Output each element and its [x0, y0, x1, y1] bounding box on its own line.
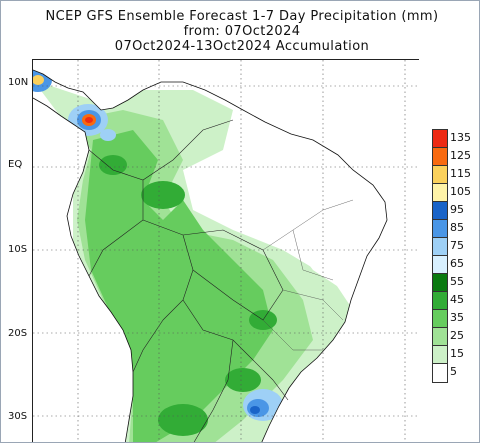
- legend-label: 135: [450, 131, 471, 144]
- legend-swatch: [433, 166, 447, 184]
- map-plot-area: [32, 59, 419, 442]
- legend-swatch: [433, 346, 447, 364]
- legend-swatch: [433, 310, 447, 328]
- legend-swatch: [433, 130, 447, 148]
- legend-label: 95: [450, 203, 464, 216]
- legend-swatch: [433, 148, 447, 166]
- legend-swatch: [433, 328, 447, 346]
- coastline: [33, 69, 388, 442]
- state-borders: [262, 199, 354, 351]
- map-subtitle-period: 07Oct2024-13Oct2024 Accumulation: [114, 39, 370, 54]
- lat-label-20s: 20S: [8, 328, 28, 339]
- lat-label-10n: 10N: [8, 77, 29, 88]
- legend-label: 25: [450, 329, 464, 342]
- legend-label: 5: [450, 365, 457, 378]
- legend-label: 65: [450, 257, 464, 270]
- legend-swatch: [433, 184, 447, 202]
- legend-swatch: [433, 238, 447, 256]
- legend-swatch: [433, 256, 447, 274]
- lat-label-30s: 30S: [8, 411, 28, 422]
- map-title: NCEP GFS Ensemble Forecast 1-7 Day Preci…: [45, 9, 439, 24]
- legend-label: 35: [450, 311, 464, 324]
- legend-label: 85: [450, 221, 464, 234]
- precip-shading: [33, 70, 385, 442]
- legend-swatch: [433, 202, 447, 220]
- legend-label: 55: [450, 275, 464, 288]
- legend-swatch: [433, 274, 447, 292]
- country-borders: [88, 119, 289, 442]
- lat-label-eq: EQ: [8, 159, 23, 170]
- lat-label-10s: 10S: [8, 244, 28, 255]
- legend-swatch: [433, 364, 447, 382]
- legend-label: 75: [450, 239, 464, 252]
- legend-label: 125: [450, 149, 471, 162]
- lat-lon-grid: [33, 60, 419, 442]
- legend-swatch: [433, 220, 447, 238]
- precip-legend: [432, 129, 448, 383]
- legend-swatch: [433, 292, 447, 310]
- precipitation-map: [33, 60, 419, 442]
- legend-label: 45: [450, 293, 464, 306]
- map-subtitle-date: from: 07Oct2024: [183, 24, 301, 39]
- legend-label: 15: [450, 347, 464, 360]
- legend-label: 105: [450, 185, 471, 198]
- legend-label: 115: [450, 167, 471, 180]
